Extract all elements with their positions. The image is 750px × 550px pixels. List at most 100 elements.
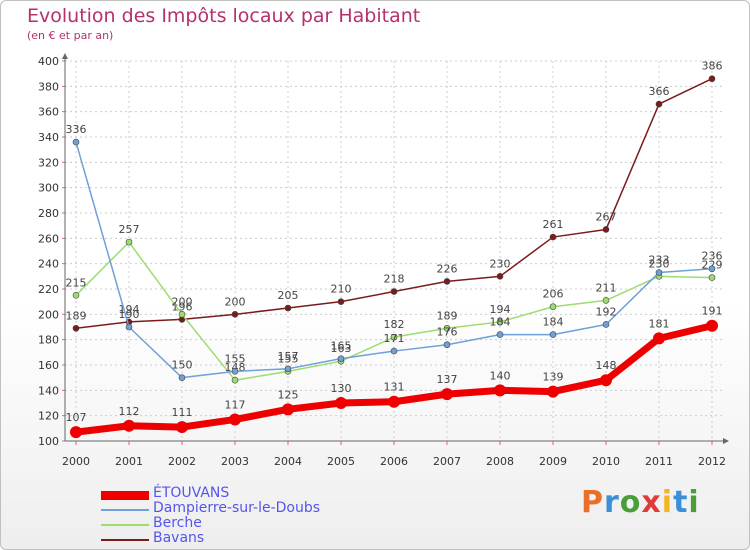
data-point-dampierre-sur-le-doubs-2006 xyxy=(390,347,398,355)
data-label-berche-2001: 257 xyxy=(119,223,140,236)
data-point-bavans-2007 xyxy=(443,278,451,285)
logo-letter: x xyxy=(641,485,662,520)
data-point-touvans-2010 xyxy=(600,374,612,387)
y-tick-label-160: 160 xyxy=(38,359,59,372)
data-label-berche-2004: 155 xyxy=(278,352,299,365)
data-label-bavans-2003: 200 xyxy=(225,295,246,308)
data-label-dampierre-sur-le-doubs-2005: 165 xyxy=(331,340,352,353)
data-label-bavans-2005: 210 xyxy=(331,283,352,296)
y-tick-label-280: 280 xyxy=(38,207,59,220)
data-label-touvans-2004: 125 xyxy=(278,388,299,401)
legend-label-dampierre-sur-le-doubs: Dampierre-sur-le-Doubs xyxy=(153,500,321,516)
data-point-dampierre-sur-le-doubs-2003 xyxy=(231,368,239,375)
legend-item-touvans: ÉTOUVANS xyxy=(101,485,361,503)
x-tick-label-2007: 2007 xyxy=(433,455,461,468)
x-tick-label-2011: 2011 xyxy=(645,455,673,468)
chart-title: Evolution des Impôts locaux par Habitant xyxy=(27,5,421,27)
data-label-bavans-2004: 205 xyxy=(278,289,299,302)
data-label-bavans-2012: 386 xyxy=(702,60,723,73)
logo-letter: P xyxy=(581,485,604,520)
data-label-dampierre-sur-le-doubs-2000: 336 xyxy=(66,123,87,136)
y-tick-label-260: 260 xyxy=(38,232,59,245)
data-label-berche-2007: 189 xyxy=(437,309,458,322)
data-point-dampierre-sur-le-doubs-2010 xyxy=(602,321,610,328)
data-point-berche-2012 xyxy=(708,274,716,281)
data-label-touvans-2001: 112 xyxy=(119,405,140,418)
proxiti-logo: Proxiti xyxy=(581,485,700,520)
x-tick-label-2008: 2008 xyxy=(486,455,514,468)
data-label-berche-2006: 182 xyxy=(384,318,405,331)
data-label-bavans-2006: 218 xyxy=(384,273,405,286)
data-point-bavans-2000 xyxy=(72,324,80,332)
data-point-berche-2001 xyxy=(125,238,133,246)
data-point-touvans-2011 xyxy=(653,332,665,345)
data-point-bavans-2006 xyxy=(390,288,398,295)
data-point-dampierre-sur-le-doubs-2002 xyxy=(178,374,186,381)
data-point-berche-2010 xyxy=(602,297,610,304)
x-tick-label-2000: 2000 xyxy=(62,455,90,468)
x-tick-label-2003: 2003 xyxy=(221,455,249,468)
x-tick-label-2004: 2004 xyxy=(274,455,302,468)
legend-label-bavans: Bavans xyxy=(153,530,205,546)
x-tick-label-2006: 2006 xyxy=(380,455,408,468)
data-point-touvans-2003 xyxy=(229,413,241,426)
data-point-touvans-2008 xyxy=(494,384,506,397)
data-point-dampierre-sur-le-doubs-2012 xyxy=(708,265,716,273)
y-tick-label-180: 180 xyxy=(38,334,59,347)
logo-letter: r xyxy=(604,485,620,520)
data-label-bavans-2008: 230 xyxy=(490,257,511,270)
logo-letter: o xyxy=(619,485,642,520)
data-label-touvans-2000: 107 xyxy=(66,411,87,424)
data-label-bavans-2002: 196 xyxy=(172,300,193,313)
data-label-touvans-2002: 111 xyxy=(172,406,193,419)
data-point-dampierre-sur-le-doubs-2004 xyxy=(284,365,292,373)
data-label-bavans-2000: 189 xyxy=(66,309,87,322)
x-tick-label-2010: 2010 xyxy=(592,455,620,468)
data-label-berche-2011: 230 xyxy=(649,257,670,270)
data-label-bavans-2011: 366 xyxy=(649,85,670,98)
data-point-berche-2006 xyxy=(390,333,398,341)
y-tick-label-340: 340 xyxy=(38,131,59,144)
data-point-touvans-2002 xyxy=(176,421,188,434)
data-point-berche-2002 xyxy=(178,311,186,318)
x-tick-label-2009: 2009 xyxy=(539,455,567,468)
data-label-touvans-2007: 137 xyxy=(437,373,458,386)
x-tick-label-2012: 2012 xyxy=(698,455,726,468)
legend-item-dampierre-sur-le-doubs: Dampierre-sur-le-Doubs xyxy=(101,500,361,518)
data-point-dampierre-sur-le-doubs-2001 xyxy=(125,323,133,331)
legend-label-touvans: ÉTOUVANS xyxy=(153,485,230,501)
data-point-bavans-2009 xyxy=(549,233,557,241)
legend-swatch-bavans xyxy=(101,539,149,541)
data-label-berche-2008: 194 xyxy=(490,303,511,316)
data-label-touvans-2003: 117 xyxy=(225,398,246,411)
data-label-berche-2012: 229 xyxy=(702,259,723,272)
data-point-bavans-2011 xyxy=(655,100,663,108)
data-label-dampierre-sur-le-doubs-2006: 171 xyxy=(384,332,405,345)
data-label-dampierre-sur-le-doubs-2011: 233 xyxy=(649,254,670,267)
data-point-dampierre-sur-le-doubs-2007 xyxy=(443,341,451,349)
data-point-dampierre-sur-le-doubs-2011 xyxy=(655,269,663,276)
y-tick-label-200: 200 xyxy=(38,308,59,321)
data-label-touvans-2010: 148 xyxy=(596,359,617,372)
data-point-touvans-2005 xyxy=(335,397,347,409)
data-label-touvans-2009: 139 xyxy=(543,371,564,384)
data-point-touvans-2012 xyxy=(706,319,718,332)
data-point-touvans-2001 xyxy=(123,419,135,432)
logo-letter: t xyxy=(673,485,689,520)
data-point-bavans-2010 xyxy=(602,226,610,233)
legend-label-berche: Berche xyxy=(153,515,202,531)
data-label-berche-2010: 211 xyxy=(596,281,617,294)
data-label-dampierre-sur-le-doubs-2007: 176 xyxy=(437,326,458,339)
data-point-bavans-2003 xyxy=(231,311,239,318)
x-axis-arrow xyxy=(723,438,729,444)
data-label-bavans-2007: 226 xyxy=(437,262,458,275)
data-label-touvans-2008: 140 xyxy=(490,369,511,382)
data-point-dampierre-sur-le-doubs-2008 xyxy=(496,331,504,338)
data-label-dampierre-sur-le-doubs-2002: 150 xyxy=(172,359,193,372)
data-point-berche-2000 xyxy=(72,292,80,299)
data-point-berche-2007 xyxy=(443,324,451,332)
data-point-bavans-2005 xyxy=(337,298,345,305)
y-tick-label-360: 360 xyxy=(38,106,59,119)
data-point-berche-2003 xyxy=(231,376,239,384)
